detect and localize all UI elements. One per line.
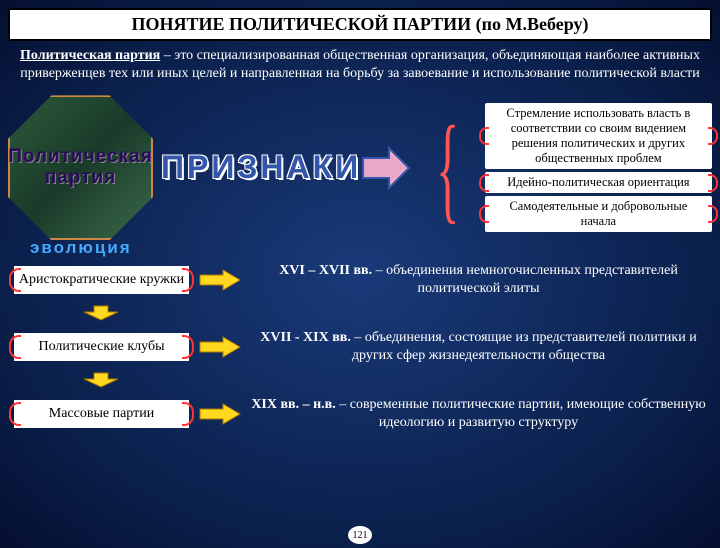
stage-period: XVI – XVII вв.	[279, 263, 372, 278]
arrow-right-icon	[199, 403, 241, 425]
title-box: ПОНЯТИЕ ПОЛИТИЧЕСКОЙ ПАРТИИ (по М.Веберу…	[8, 8, 712, 41]
stage-desc: XIX вв. – н.в. – современные политически…	[251, 396, 706, 431]
stage-desc: XVII - XIX вв. – объединения, состоящие …	[251, 329, 706, 364]
features-list: Стремление использовать власть в соответ…	[485, 103, 712, 232]
feature-item: Идейно-политическая ориентация	[485, 172, 712, 193]
evolution-label: эволюция	[30, 238, 132, 258]
stage-box: Массовые партии	[14, 400, 189, 428]
priznaki-text: ПРИЗНАКИ	[161, 149, 361, 186]
arrow-right-icon	[199, 269, 241, 291]
title-text: ПОНЯТИЕ ПОЛИТИЧЕСКОЙ ПАРТИИ (по М.Веберу…	[132, 14, 589, 34]
arrow-right-icon	[361, 143, 411, 193]
octagon-wrap: Политическая партия эволюция	[8, 95, 153, 240]
oct-line1: Политическая	[8, 147, 153, 168]
page-number: 121	[348, 526, 372, 544]
definition: Политическая партия – это специализирова…	[0, 45, 720, 85]
top-row: Политическая партия эволюция ПРИЗНАКИ { …	[0, 91, 720, 244]
arrow-down-icon	[82, 305, 120, 321]
stage-desc: XVI – XVII вв. – объединения немногочисл…	[251, 262, 706, 297]
stage-row: Аристократические кружки XVI – XVII вв. …	[14, 262, 706, 297]
def-bold: Политическая партия	[20, 48, 160, 63]
priznaki-block: ПРИЗНАКИ	[161, 143, 411, 193]
brace: {	[419, 120, 477, 216]
arrow-right-icon	[199, 336, 241, 358]
brace-icon: {	[436, 120, 459, 216]
stage-period: XIX вв. – н.в.	[251, 397, 335, 412]
stage-text: – современные политические партии, имеющ…	[336, 397, 706, 430]
oct-line2: партия	[45, 168, 116, 189]
stage-text: – объединения, состоящие из представител…	[351, 330, 697, 363]
stage-period: XVII - XIX вв.	[260, 330, 351, 345]
feature-item: Стремление использовать власть в соответ…	[485, 103, 712, 169]
stage-box: Аристократические кружки	[14, 266, 189, 294]
stage-box: Политические клубы	[14, 333, 189, 361]
stages-section: Аристократические кружки XVI – XVII вв. …	[0, 244, 720, 443]
octagon: Политическая партия	[8, 95, 153, 240]
stage-row: Массовые партии XIX вв. – н.в. – совреме…	[14, 396, 706, 431]
arrow-down-icon	[82, 372, 120, 388]
stage-row: Политические клубы XVII - XIX вв. – объе…	[14, 329, 706, 364]
stage-text: – объединения немногочисленных представи…	[372, 263, 678, 296]
feature-item: Самодеятельные и добровольные начала	[485, 196, 712, 232]
